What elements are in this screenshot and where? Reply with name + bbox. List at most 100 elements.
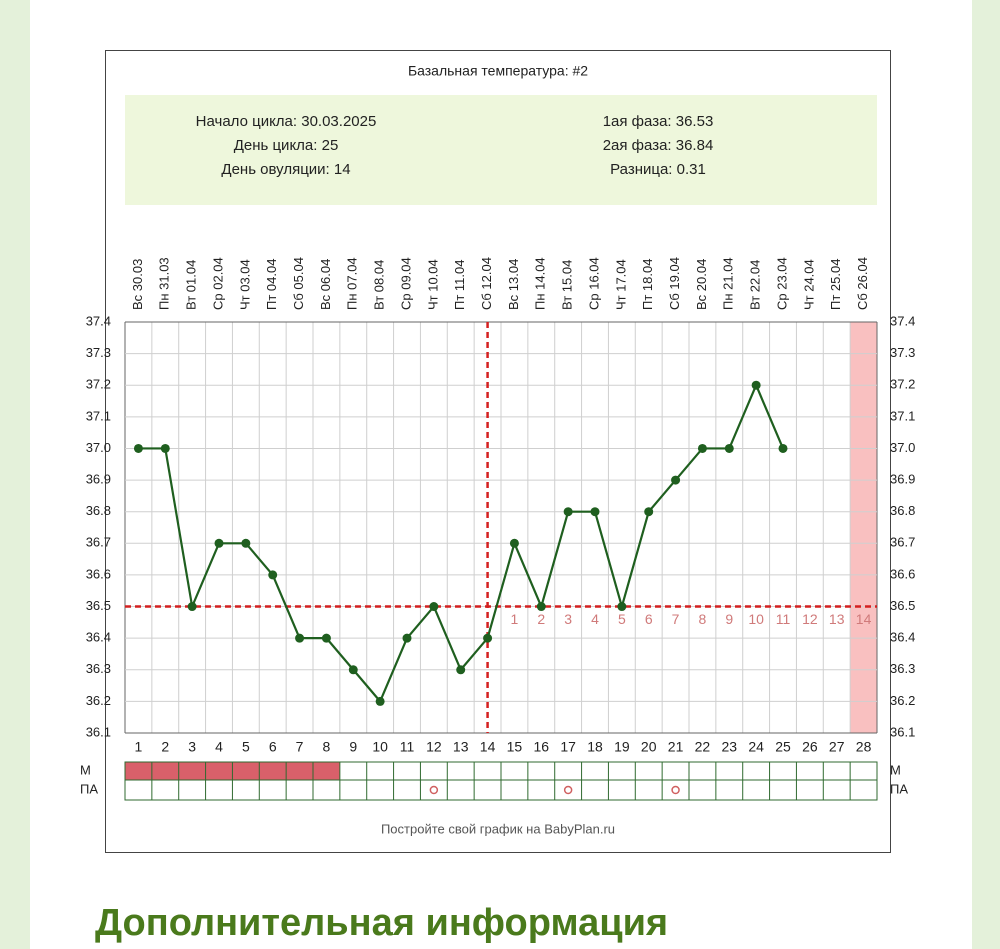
phase2-label: 5 — [618, 611, 626, 627]
day-number: 22 — [695, 739, 711, 755]
y-tick-label: 37.3 — [86, 345, 111, 360]
date-label: Пт 25.04 — [828, 259, 843, 310]
date-label: Пт 04.04 — [264, 259, 279, 310]
menstruation-cell — [259, 762, 287, 780]
section-title: Дополнительная информация — [95, 902, 668, 944]
info-box — [125, 95, 877, 205]
phase2-label: 14 — [856, 611, 872, 627]
date-label: Ср 09.04 — [398, 257, 413, 310]
y-tick-label: 37.4 — [86, 313, 111, 328]
y-tick-label: 36.7 — [86, 535, 111, 550]
temperature-point — [456, 665, 466, 675]
y2-tick-label: 36.3 — [890, 661, 915, 676]
row-label: М — [80, 762, 91, 777]
day-number: 10 — [372, 739, 388, 755]
y2-tick-label: 36.4 — [890, 630, 915, 645]
date-label: Сб 12.04 — [479, 257, 494, 310]
intercourse-mark — [429, 785, 439, 795]
y2-tick-label: 36.8 — [890, 503, 915, 518]
day-number: 28 — [856, 739, 872, 755]
date-label: Чт 10.04 — [425, 259, 440, 310]
row-label-right: ПА — [890, 781, 908, 796]
day-number: 25 — [775, 739, 791, 755]
temperature-point — [724, 443, 734, 453]
temperature-point — [644, 507, 654, 517]
y2-tick-label: 36.1 — [890, 724, 915, 739]
phase2-label: 6 — [645, 611, 653, 627]
date-label: Ср 23.04 — [774, 257, 789, 310]
date-label: Вт 01.04 — [184, 260, 199, 310]
y2-tick-label: 36.6 — [890, 566, 915, 581]
menstruation-cell — [205, 762, 233, 780]
phase2-label: 10 — [748, 611, 764, 627]
y-tick-label: 37.0 — [86, 440, 111, 455]
phase2-label: 9 — [725, 611, 733, 627]
y2-tick-label: 36.7 — [890, 535, 915, 550]
date-label: Вс 20.04 — [694, 259, 709, 310]
row-label-right: М — [890, 762, 901, 777]
day-number: 7 — [296, 739, 304, 755]
chart-title: Базальная температура: #2 — [408, 63, 588, 79]
footer: Постройте свой график на BabyPlan.ru — [381, 821, 615, 836]
temperature-point — [697, 443, 707, 453]
temperature-point — [671, 475, 681, 485]
date-label: Пт 18.04 — [640, 259, 655, 310]
y2-tick-label: 36.9 — [890, 472, 915, 487]
day-number: 17 — [560, 739, 576, 755]
menstruation-cell — [232, 762, 260, 780]
temperature-point — [133, 443, 143, 453]
info-left: День цикла: 25 — [234, 137, 339, 154]
day-number: 18 — [587, 739, 603, 755]
y-tick-label: 36.3 — [86, 661, 111, 676]
y2-tick-label: 36.5 — [890, 598, 915, 613]
day-number: 11 — [400, 739, 415, 755]
day-number: 13 — [453, 739, 469, 755]
highlight-day — [850, 322, 877, 733]
menstruation-cell — [151, 762, 179, 780]
row-label: ПА — [80, 781, 98, 796]
y2-tick-label: 36.2 — [890, 693, 915, 708]
temperature-point — [778, 443, 788, 453]
menstruation-cell — [286, 762, 313, 780]
info-right: 2ая фаза: 36.84 — [603, 137, 714, 154]
temperature-point — [187, 602, 197, 612]
date-label: Пн 07.04 — [345, 257, 360, 310]
y-tick-label: 36.5 — [86, 598, 111, 613]
y-tick-label: 36.1 — [86, 724, 111, 739]
info-left: День овуляции: 14 — [221, 161, 350, 178]
y2-tick-label: 37.2 — [890, 377, 915, 392]
day-number: 1 — [135, 739, 143, 755]
day-number: 24 — [748, 739, 764, 755]
phase2-label: 12 — [802, 611, 818, 627]
day-number: 15 — [507, 739, 523, 755]
date-label: Вс 30.03 — [130, 259, 145, 310]
date-label: Вт 22.04 — [748, 260, 763, 310]
date-label: Вс 06.04 — [318, 259, 333, 310]
day-number: 12 — [426, 739, 442, 755]
day-number: 16 — [533, 739, 549, 755]
info-right: Разница: 0.31 — [610, 161, 706, 178]
date-label: Ср 16.04 — [586, 257, 601, 310]
day-number: 20 — [641, 739, 657, 755]
date-label: Пн 14.04 — [533, 257, 548, 310]
temperature-point — [483, 633, 493, 643]
y-tick-label: 36.9 — [86, 472, 111, 487]
temperature-point — [214, 538, 224, 548]
y-tick-label: 36.6 — [86, 566, 111, 581]
temperature-point — [617, 602, 627, 612]
phase2-label: 11 — [776, 611, 791, 627]
day-number: 6 — [269, 739, 277, 755]
y-tick-label: 37.2 — [86, 377, 111, 392]
temperature-point — [429, 602, 439, 612]
intercourse-mark — [671, 785, 680, 795]
phase2-label: 2 — [537, 611, 545, 627]
temperature-point — [321, 633, 331, 643]
date-label: Сб 19.04 — [667, 257, 682, 310]
day-number: 19 — [614, 739, 630, 755]
temperature-point — [590, 507, 600, 517]
phase2-label: 1 — [511, 611, 519, 627]
temperature-point — [348, 665, 358, 675]
day-number: 2 — [161, 739, 169, 755]
